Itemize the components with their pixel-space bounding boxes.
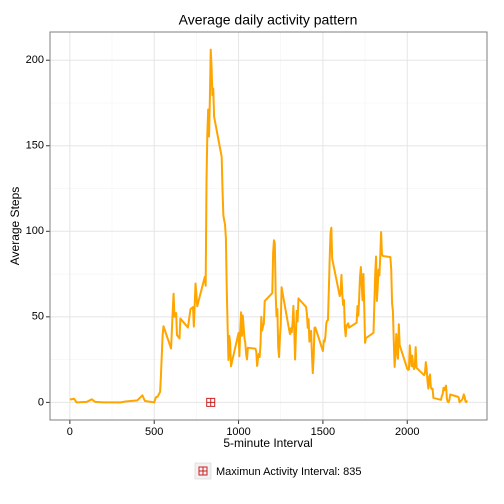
line (69, 48, 469, 404)
highlight-point-cross (206, 398, 215, 407)
y-tick-label: 150 (26, 140, 44, 152)
x-tick-label: 1000 (226, 426, 250, 438)
legend-label: Maximun Activity Interval: 835 (216, 466, 362, 478)
y-axis-title: Average Steps (8, 187, 22, 266)
chart-title: Average daily activity pattern (179, 12, 358, 28)
plot-panel (50, 32, 487, 420)
legend-marker-cross (199, 467, 207, 475)
y-tick-label: 0 (38, 396, 44, 408)
x-tick-label: 0 (67, 426, 73, 438)
y-tick-label: 200 (26, 54, 44, 66)
x-tick-label: 500 (145, 426, 163, 438)
plot-border (49, 31, 488, 421)
x-tick-label: 2000 (395, 426, 419, 438)
x-axis-title: 5-minute Interval (223, 436, 312, 450)
y-tick-label: 50 (32, 311, 44, 323)
x-tick-label: 1500 (311, 426, 335, 438)
y-tick-label: 100 (26, 225, 44, 237)
